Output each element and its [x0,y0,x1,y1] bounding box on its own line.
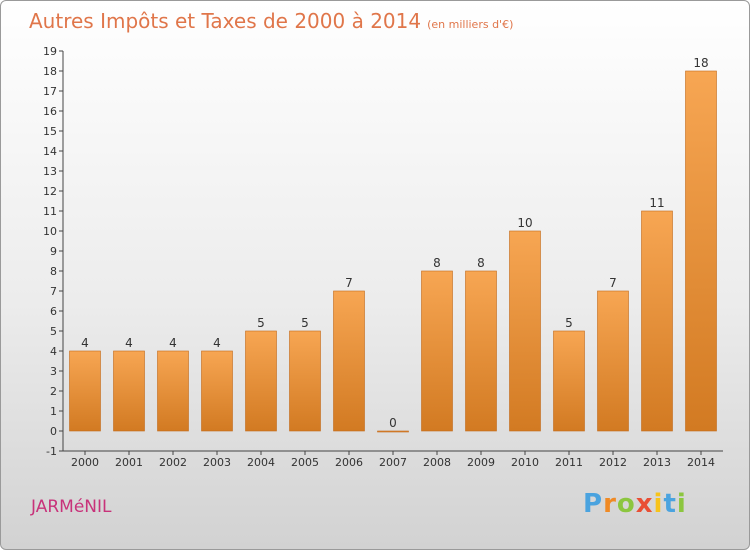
y-tick-label: 16 [43,105,57,118]
y-tick-label: -1 [46,445,57,458]
bar [553,330,585,432]
chart-title-text: Autres Impôts et Taxes de 2000 à 2014 [29,9,422,33]
proxiti-logo: Proxiti [583,489,687,519]
y-tick-label: 9 [50,245,57,258]
data-label: 5 [301,316,309,330]
data-label: 8 [433,256,441,270]
x-tick-label: 2004 [247,456,275,469]
y-tick-label: 11 [43,205,57,218]
bar [157,350,189,432]
x-tick-label: 2007 [379,456,407,469]
logo-letter: P [583,489,604,519]
x-tick-label: 2012 [599,456,627,469]
data-label: 7 [609,276,617,290]
bar [597,290,629,432]
bar [69,350,101,432]
y-tick-label: 15 [43,125,57,138]
y-tick-label: 4 [50,345,57,358]
data-label: 5 [257,316,265,330]
x-tick-label: 2005 [291,456,319,469]
data-label: 18 [693,56,708,70]
data-label: 5 [565,316,573,330]
bar [421,270,453,432]
y-tick-label: 6 [50,305,57,318]
data-label: 8 [477,256,485,270]
bar [641,210,673,432]
chart-subtitle: (en milliers d'€) [427,18,514,31]
y-tick-label: 5 [50,325,57,338]
logo-letter: o [616,489,636,519]
bar [509,230,541,432]
y-tick-label: 12 [43,185,57,198]
y-tick-label: 1 [50,405,57,418]
bar [201,350,233,432]
bar [113,350,145,432]
x-tick-label: 2003 [203,456,231,469]
data-label: 4 [81,336,89,350]
logo-letter: i [676,489,687,519]
x-tick-label: 2011 [555,456,583,469]
x-tick-label: 2009 [467,456,495,469]
bar [289,330,321,432]
chart-title: Autres Impôts et Taxes de 2000 à 2014 (en… [29,9,513,33]
logo-letter: i [653,489,664,519]
logo-letter: x [635,489,654,519]
y-tick-label: 10 [43,225,57,238]
bar [377,430,409,433]
data-label: 7 [345,276,353,290]
x-tick-label: 2001 [115,456,143,469]
x-tick-label: 2002 [159,456,187,469]
data-label: 4 [213,336,221,350]
y-tick-label: 0 [50,425,57,438]
data-label: 10 [517,216,532,230]
y-tick-label: 14 [43,145,57,158]
data-label: 0 [389,416,397,430]
bar [245,330,277,432]
y-tick-label: 8 [50,265,57,278]
x-tick-label: 2008 [423,456,451,469]
y-tick-label: 13 [43,165,57,178]
y-tick-label: 7 [50,285,57,298]
bar [685,70,717,432]
bar [465,270,497,432]
bar [333,290,365,432]
y-tick-label: 3 [50,365,57,378]
y-tick-label: 2 [50,385,57,398]
logo-letter: t [663,489,677,519]
data-label: 11 [649,196,664,210]
logo-letter: r [603,489,617,519]
data-label: 4 [169,336,177,350]
y-tick-label: 19 [43,45,57,58]
x-tick-label: 2013 [643,456,671,469]
x-tick-label: 2010 [511,456,539,469]
data-label: 4 [125,336,133,350]
y-tick-label: 17 [43,85,57,98]
x-tick-label: 2000 [71,456,99,469]
commune-name: JARMéNIL [31,497,112,517]
y-tick-label: 18 [43,65,57,78]
x-tick-label: 2006 [335,456,363,469]
x-tick-label: 2014 [687,456,715,469]
